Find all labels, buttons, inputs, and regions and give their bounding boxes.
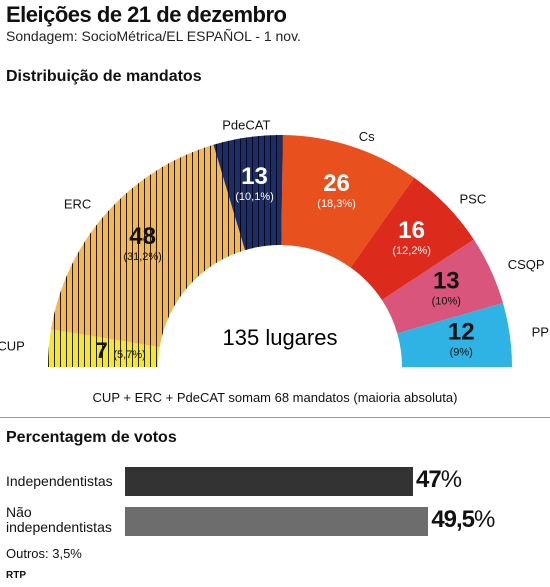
majority-caption: CUP + ERC + PdeCAT somam 68 mandatos (ma…: [92, 390, 458, 405]
party-label-cs: Cs: [359, 129, 375, 144]
segment-pp: [397, 303, 512, 367]
bar-value-independentistas: 47%: [416, 466, 462, 493]
seats-value-pp: 12: [448, 319, 475, 346]
hatch-erc: [51, 144, 246, 348]
pct-value-cs: (18,3%): [317, 198, 356, 210]
seats-value-psc: 16: [398, 217, 425, 244]
section-divider: [0, 417, 550, 418]
party-label-pp: PP: [532, 324, 549, 339]
hemicycle-chart: 7 (5,7%)CUP48(31,2%)ERC13(10,1%)PdeCAT26(…: [0, 117, 549, 367]
chart-title: Eleições de 21 de dezembro: [6, 2, 287, 27]
bar-independentistas: [125, 467, 413, 496]
bar-label-independentistas: Independentistas: [6, 473, 113, 489]
hatch-cup: [48, 329, 160, 367]
pct-value-erc: (31,2%): [123, 251, 162, 263]
segment-csqp: [381, 239, 504, 334]
pct-value-cup: (5,7%): [113, 349, 145, 361]
bar-value-nao-independentistas: 49,5%: [431, 506, 495, 533]
segment-cs: [281, 135, 415, 268]
seats-value-cup: 7: [95, 338, 107, 363]
total-seats-label: 135 lugares: [223, 325, 338, 350]
party-label-psc: PSC: [460, 192, 487, 207]
hatch-pdecat: [213, 135, 283, 251]
party-label-erc: ERC: [64, 197, 91, 212]
bar-label-nao-independentistas: Não independentistas: [6, 504, 112, 535]
seats-section-title: Distribuição de mandatos: [6, 68, 202, 85]
pct-value-pdecat: (10,1%): [235, 191, 274, 203]
seats-value-cs: 26: [323, 170, 350, 197]
chart-subtitle: Sondagem: SocioMétrica/EL ESPAÑOL - 1 no…: [6, 28, 301, 44]
seats-value-csqp: 13: [433, 268, 460, 295]
pct-value-psc: (12,2%): [392, 245, 431, 257]
pct-value-pp: (9%): [450, 347, 473, 359]
segment-psc: [350, 177, 474, 300]
party-label-cup: CUP: [0, 339, 25, 354]
votes-section-title: Percentagem de votos: [6, 429, 177, 446]
party-label-csqp: CSQP: [508, 257, 545, 272]
party-label-pdecat: PdeCAT: [222, 117, 270, 132]
bar-nao-independentistas: [125, 507, 429, 536]
others-note: Outros: 3,5%: [6, 546, 82, 561]
seats-value-erc: 48: [129, 223, 156, 250]
seats-value-pdecat: 13: [241, 163, 268, 190]
source-credit: RTP: [6, 570, 26, 581]
pct-value-csqp: (10%): [432, 296, 461, 308]
